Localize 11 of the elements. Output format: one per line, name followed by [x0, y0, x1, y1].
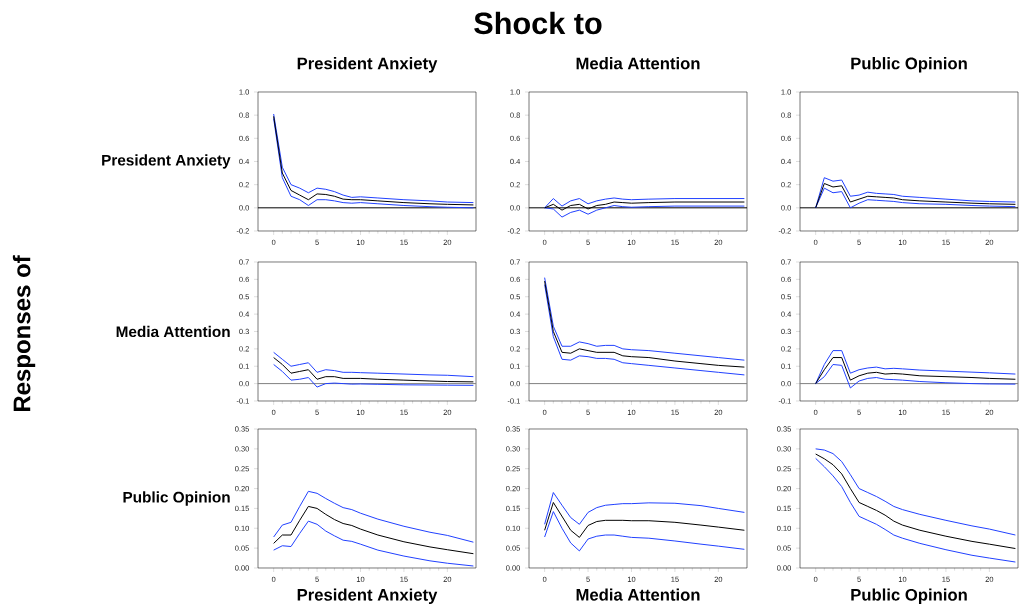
- y-axis-title: Public Opinion: [123, 491, 230, 506]
- y-axis-title: Media Attention: [116, 325, 230, 338]
- text: Shock to: [474, 11, 602, 35]
- chart-title: Media Attention: [576, 57, 700, 70]
- chart-title: President Anxiety: [297, 57, 438, 73]
- x-axis-title: Media Attention: [576, 588, 700, 601]
- chart-title: Public Opinion: [851, 57, 967, 73]
- y-axis-title: President Anxiety: [102, 154, 231, 169]
- x-axis-title: Public Opinion: [851, 588, 967, 604]
- text: Responses of: [12, 255, 36, 412]
- x-axis-title: President Anxiety: [297, 588, 438, 604]
